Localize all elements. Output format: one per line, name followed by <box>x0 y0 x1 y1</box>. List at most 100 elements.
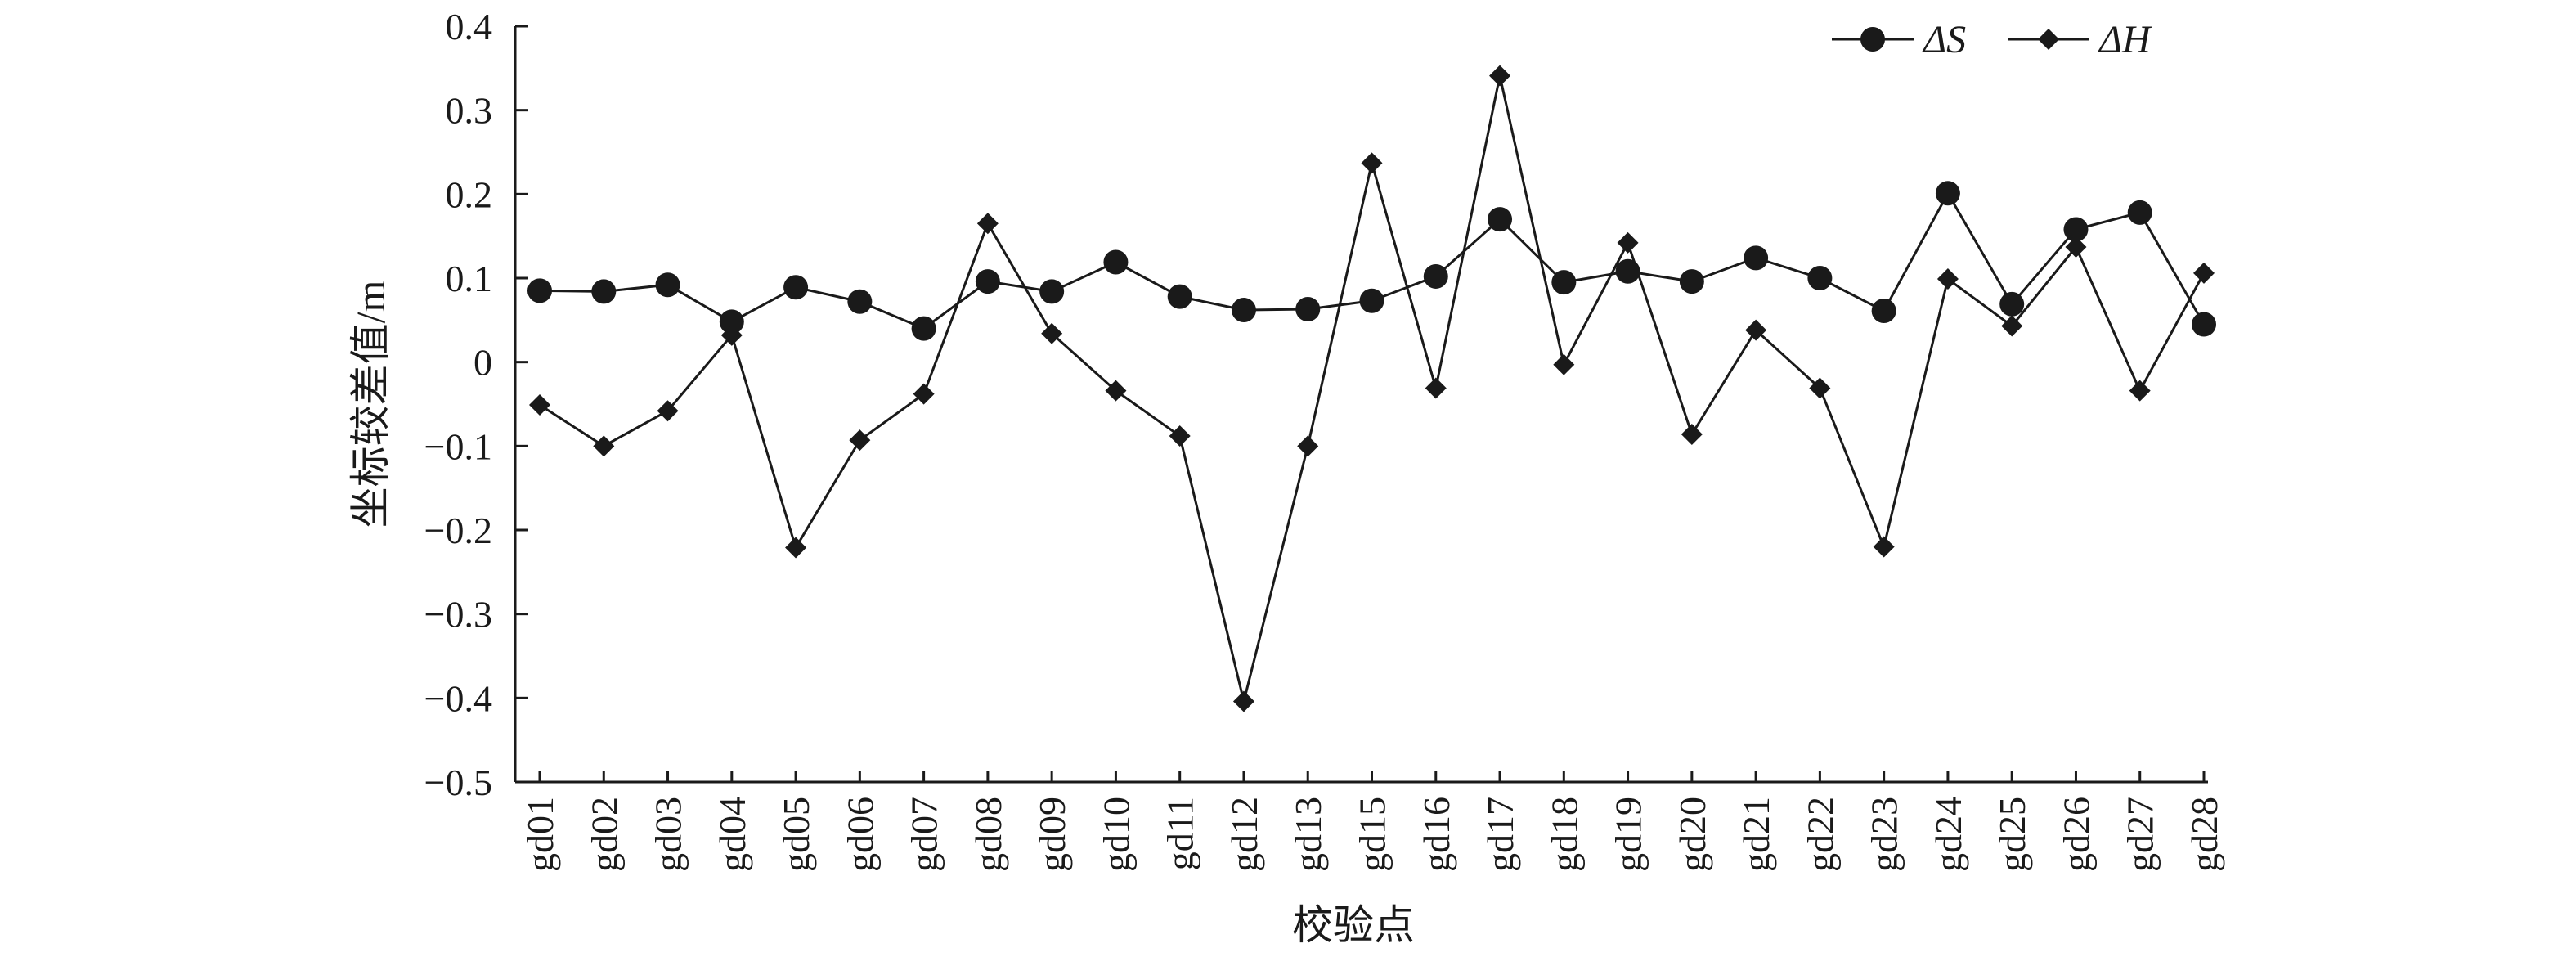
point-diamond <box>2001 315 2023 337</box>
point-diamond <box>1745 319 1767 341</box>
point-circle <box>591 279 617 304</box>
point-diamond <box>529 394 550 416</box>
point-circle <box>975 269 1000 294</box>
point-circle <box>1488 207 1513 232</box>
point-diamond <box>2038 29 2059 50</box>
x-tick-label: gd05 <box>775 797 817 872</box>
x-tick-label: gd13 <box>1287 797 1329 872</box>
point-circle <box>2063 217 2089 242</box>
point-circle <box>1551 270 1577 295</box>
point-circle <box>1231 298 1256 323</box>
point-circle <box>1871 299 1896 324</box>
point-diamond <box>2193 262 2215 284</box>
x-tick-label: gd02 <box>583 797 625 872</box>
point-circle <box>1039 279 1065 304</box>
x-tick-label: gd01 <box>519 797 561 872</box>
x-tick-label: gd11 <box>1160 797 1201 870</box>
y-tick-label: −0.5 <box>424 762 492 803</box>
x-tick-label: gd04 <box>711 797 753 872</box>
y-tick-label: −0.1 <box>424 425 492 467</box>
point-diamond <box>1617 231 1639 254</box>
point-diamond <box>1169 425 1191 447</box>
point-diamond <box>657 400 679 422</box>
point-diamond <box>1553 353 1575 375</box>
x-tick-label: gd21 <box>1735 797 1777 872</box>
point-circle <box>527 278 552 303</box>
x-tick-label: gd12 <box>1223 797 1265 872</box>
point-diamond <box>1936 268 1959 290</box>
x-tick-label: gd09 <box>1031 797 1073 872</box>
point-diamond <box>785 537 807 559</box>
point-circle <box>911 316 936 341</box>
y-axis-title: 坐标较差值/m <box>348 281 393 528</box>
point-diamond <box>1041 322 1063 344</box>
point-diamond <box>1232 690 1254 712</box>
point-diamond <box>2065 236 2087 258</box>
y-tick-label: −0.3 <box>424 594 492 636</box>
point-circle <box>719 309 744 335</box>
point-circle <box>2192 312 2216 337</box>
x-tick-label: gd18 <box>1543 797 1585 872</box>
point-circle <box>1935 181 1960 206</box>
point-circle <box>1999 291 2025 317</box>
point-diamond <box>976 213 999 235</box>
point-circle <box>1744 245 1769 271</box>
x-tick-label: gd10 <box>1095 797 1137 872</box>
series-markers <box>527 65 2216 712</box>
point-diamond <box>1681 423 1703 445</box>
x-tick-label: gd16 <box>1416 797 1457 872</box>
x-tick-label: gd19 <box>1608 797 1649 872</box>
x-tick-label: gd25 <box>1991 797 2033 872</box>
x-tick-label: gd07 <box>904 797 945 872</box>
x-tick-label: gd28 <box>2183 797 2225 872</box>
point-circle <box>1423 263 1448 289</box>
point-diamond <box>1361 152 1383 174</box>
point-diamond <box>1809 377 1831 399</box>
point-diamond <box>1425 377 1447 399</box>
y-tick-label: 0.3 <box>446 90 493 132</box>
legend-label-1: ΔS <box>1922 18 1966 61</box>
y-tick-label: 0 <box>473 342 492 384</box>
x-tick-label: gd08 <box>967 797 1009 872</box>
point-diamond <box>2129 380 2151 402</box>
point-circle <box>1167 284 1192 309</box>
legend: ΔS ΔH <box>1832 18 2152 61</box>
axes: 0.4 0.3 0.2 0.1 0 −0.1 −0.2 −0.3 −0.4 −0.5 gd01 gd0… <box>348 6 2225 948</box>
x-tick-label: gd03 <box>648 797 689 872</box>
x-tick-label: gd26 <box>2055 797 2097 872</box>
y-tick-label: 0.2 <box>446 173 493 215</box>
point-circle <box>1615 258 1640 284</box>
point-diamond <box>1873 536 1895 558</box>
y-tick-label: −0.2 <box>424 510 492 551</box>
point-diamond <box>720 324 743 346</box>
point-circle <box>655 272 680 298</box>
x-tick-label: gd27 <box>2120 797 2161 872</box>
x-axis-title: 校验点 <box>1292 902 1415 948</box>
point-circle <box>783 275 809 300</box>
x-tick-label: gd17 <box>1479 797 1521 872</box>
x-tick-label: gd15 <box>1352 797 1393 872</box>
point-diamond <box>1105 380 1127 402</box>
legend-label-2: ΔH <box>2098 18 2152 61</box>
x-tick-label: gd20 <box>1672 797 1713 872</box>
y-tick-label: −0.4 <box>424 677 492 719</box>
point-circle <box>847 289 873 314</box>
x-tick-label: gd24 <box>1928 797 1969 872</box>
x-tick-label: gd22 <box>1799 797 1841 872</box>
point-circle <box>2127 200 2152 225</box>
point-circle <box>1679 269 1704 294</box>
y-tick-label: 0.4 <box>446 6 493 47</box>
point-circle <box>1103 249 1129 275</box>
x-tick-label: gd06 <box>839 797 881 872</box>
point-circle <box>1807 266 1833 290</box>
point-circle <box>1860 27 1885 52</box>
point-diamond <box>593 435 615 457</box>
point-diamond <box>1489 65 1511 87</box>
x-tick-label: gd23 <box>1864 797 1905 872</box>
point-circle <box>1295 296 1321 321</box>
point-diamond <box>913 383 935 405</box>
point-diamond <box>1297 435 1319 457</box>
y-tick-label: 0.1 <box>446 258 493 299</box>
